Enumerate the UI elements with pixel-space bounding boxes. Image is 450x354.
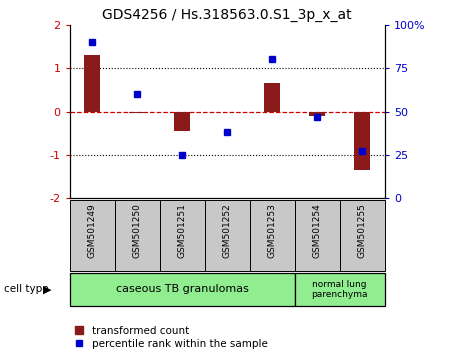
Bar bbox=[175, 112, 190, 131]
Text: GSM501254: GSM501254 bbox=[313, 204, 322, 258]
Bar bbox=[160, 200, 205, 271]
Bar bbox=[310, 112, 325, 116]
Text: GSM501253: GSM501253 bbox=[268, 204, 277, 258]
Title: GDS4256 / Hs.318563.0.S1_3p_x_at: GDS4256 / Hs.318563.0.S1_3p_x_at bbox=[103, 8, 352, 22]
Text: ▶: ▶ bbox=[43, 284, 51, 295]
Legend: transformed count, percentile rank within the sample: transformed count, percentile rank withi… bbox=[75, 326, 267, 349]
Text: caseous TB granulomas: caseous TB granulomas bbox=[116, 284, 249, 295]
Text: GSM501255: GSM501255 bbox=[358, 204, 367, 258]
Bar bbox=[265, 83, 280, 112]
Text: GSM501252: GSM501252 bbox=[223, 204, 232, 258]
Text: GSM501251: GSM501251 bbox=[178, 204, 187, 258]
Bar bbox=[295, 200, 340, 271]
Text: GSM501249: GSM501249 bbox=[88, 204, 97, 258]
Bar bbox=[340, 200, 385, 271]
Bar bbox=[85, 55, 100, 112]
Bar bbox=[70, 200, 115, 271]
Text: GSM501250: GSM501250 bbox=[133, 204, 142, 258]
Bar bbox=[115, 200, 160, 271]
Bar bbox=[295, 273, 385, 306]
Text: normal lung
parenchyma: normal lung parenchyma bbox=[311, 280, 368, 299]
Text: cell type: cell type bbox=[4, 284, 49, 295]
Bar bbox=[70, 273, 295, 306]
Bar bbox=[250, 200, 295, 271]
Bar bbox=[130, 112, 145, 113]
Bar bbox=[355, 112, 370, 170]
Bar bbox=[205, 200, 250, 271]
